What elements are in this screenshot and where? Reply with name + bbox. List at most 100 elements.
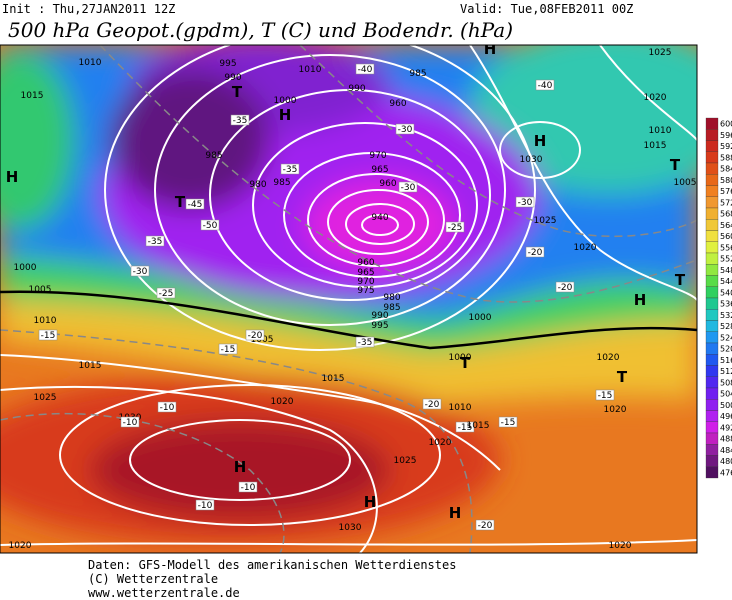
colorbar-label: 524 xyxy=(720,333,732,342)
isobar-label: 990 xyxy=(224,73,241,83)
isobar-label: 990 xyxy=(371,311,388,321)
isobars xyxy=(0,45,697,553)
colorbar-label: 580 xyxy=(720,176,732,185)
isobar-label: 1000 xyxy=(449,353,472,363)
colorbar-label: 536 xyxy=(720,300,732,309)
temperature-label: -15 xyxy=(41,331,56,341)
colorbar-cell xyxy=(705,320,719,332)
label-box xyxy=(515,196,535,208)
isobar-label: 960 xyxy=(379,179,396,189)
isobar-label: 1015 xyxy=(467,421,490,431)
isobar-label: 1020 xyxy=(609,541,632,551)
label-box xyxy=(455,421,475,433)
colorbar-cell xyxy=(705,219,719,231)
isobar-label: 995 xyxy=(371,321,388,331)
colorbar-cell xyxy=(705,196,719,209)
colorbar-label: 508 xyxy=(720,378,732,387)
isobar-label: 1020 xyxy=(604,405,627,415)
isobar-label: 1010 xyxy=(299,65,322,75)
colorbar-cell xyxy=(705,410,719,422)
isobar-label: 1005 xyxy=(674,178,697,188)
temperature-label: -20 xyxy=(425,400,440,410)
contour-552 xyxy=(0,290,697,350)
colorbar-label: 572 xyxy=(720,198,732,207)
colorbar-label: 552 xyxy=(720,255,732,264)
isobar-label: 1000 xyxy=(14,263,37,273)
isobar-label: 960 xyxy=(389,99,406,109)
temperature-label: -20 xyxy=(528,248,543,258)
pressure-center: H xyxy=(634,291,647,309)
isobar-label: 985 xyxy=(383,303,400,313)
label-box xyxy=(130,265,150,277)
temperature-label: -10 xyxy=(198,501,213,511)
colorbar-label: 560 xyxy=(720,232,732,241)
colorbar-label: 592 xyxy=(720,142,732,151)
isobar-label: 1020 xyxy=(9,541,32,551)
label-box xyxy=(218,343,238,355)
label-box xyxy=(280,163,300,175)
temperature-label: -30 xyxy=(133,267,148,277)
isobar-label: 1015 xyxy=(322,374,345,384)
pressure-center: T xyxy=(670,156,681,174)
label-box xyxy=(245,329,265,341)
colorbar-cell xyxy=(705,264,719,276)
isobar-label: 1020 xyxy=(271,397,294,407)
isobar-label: 1010 xyxy=(649,126,672,136)
label-box xyxy=(355,336,375,348)
isobar-label: 985 xyxy=(409,69,426,79)
label-box xyxy=(395,123,415,135)
isobar-label: 1010 xyxy=(449,403,472,413)
footer-line: (C) Wetterzentrale xyxy=(88,572,218,586)
colorbar-label: 568 xyxy=(720,210,732,219)
colorbar-cell xyxy=(705,230,719,242)
colorbar-label: 492 xyxy=(720,423,732,432)
pressure-center: H xyxy=(279,106,292,124)
colorbar-label: 576 xyxy=(720,187,732,196)
colorbar-cell xyxy=(705,275,719,287)
isobar-label: 1025 xyxy=(534,216,557,226)
colorbar-label: 548 xyxy=(720,266,732,275)
colorbar-cell xyxy=(705,297,719,310)
isobar-label: 995 xyxy=(219,59,236,69)
colorbar-label: 588 xyxy=(720,153,732,162)
pressure-center: H xyxy=(484,40,497,58)
isobar-label: 1015 xyxy=(644,141,667,151)
map-title: 500 hPa Geopot.(gpdm), T (C) und Bodendr… xyxy=(8,18,513,42)
valid-time: Valid: Tue,08FEB2011 00Z xyxy=(460,2,633,16)
pressure-center: T xyxy=(675,271,686,289)
colorbar-label: 540 xyxy=(720,288,732,297)
temperature-label: -10 xyxy=(160,403,175,413)
label-box xyxy=(398,181,418,193)
isobar-label: 1020 xyxy=(644,93,667,103)
temperature-label: -15 xyxy=(221,345,236,355)
colorbar-label: 516 xyxy=(720,356,732,365)
colorbar-label: 532 xyxy=(720,311,732,320)
colorbar-cell xyxy=(705,140,719,152)
isobar-label: 1025 xyxy=(34,393,57,403)
isobar-label: 960 xyxy=(357,258,374,268)
colorbar-label: 484 xyxy=(720,446,732,455)
label-box xyxy=(555,281,575,293)
isobar-label: 1010 xyxy=(34,316,57,326)
label-box xyxy=(498,416,518,428)
isobar-label: 980 xyxy=(249,180,266,190)
isobar-label: 975 xyxy=(357,286,374,296)
pressure-center: H xyxy=(6,168,19,186)
pressure-center: H xyxy=(234,458,247,476)
colorbar: 600 596 592 588 584 580 576 572 568 564 560 556 552 5… xyxy=(705,117,732,479)
isobar-label: 1020 xyxy=(597,353,620,363)
label-box xyxy=(195,499,215,511)
colorbar-cell xyxy=(705,331,719,344)
temperature-label: -20 xyxy=(478,521,493,531)
isobar-label: 985 xyxy=(273,178,290,188)
colorbar-cell xyxy=(705,354,719,366)
temperature-label: -10 xyxy=(241,483,256,493)
pressure-center: T xyxy=(232,83,243,101)
isobar-label: 965 xyxy=(371,165,388,175)
colorbar-label: 496 xyxy=(720,412,732,421)
pressure-center: H xyxy=(449,504,462,522)
isotherms xyxy=(0,45,697,553)
colorbar-cell xyxy=(705,466,719,479)
colorbar-cell xyxy=(705,309,719,321)
